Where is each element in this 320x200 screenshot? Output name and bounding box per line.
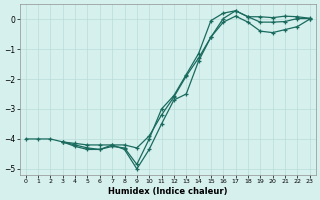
- X-axis label: Humidex (Indice chaleur): Humidex (Indice chaleur): [108, 187, 228, 196]
